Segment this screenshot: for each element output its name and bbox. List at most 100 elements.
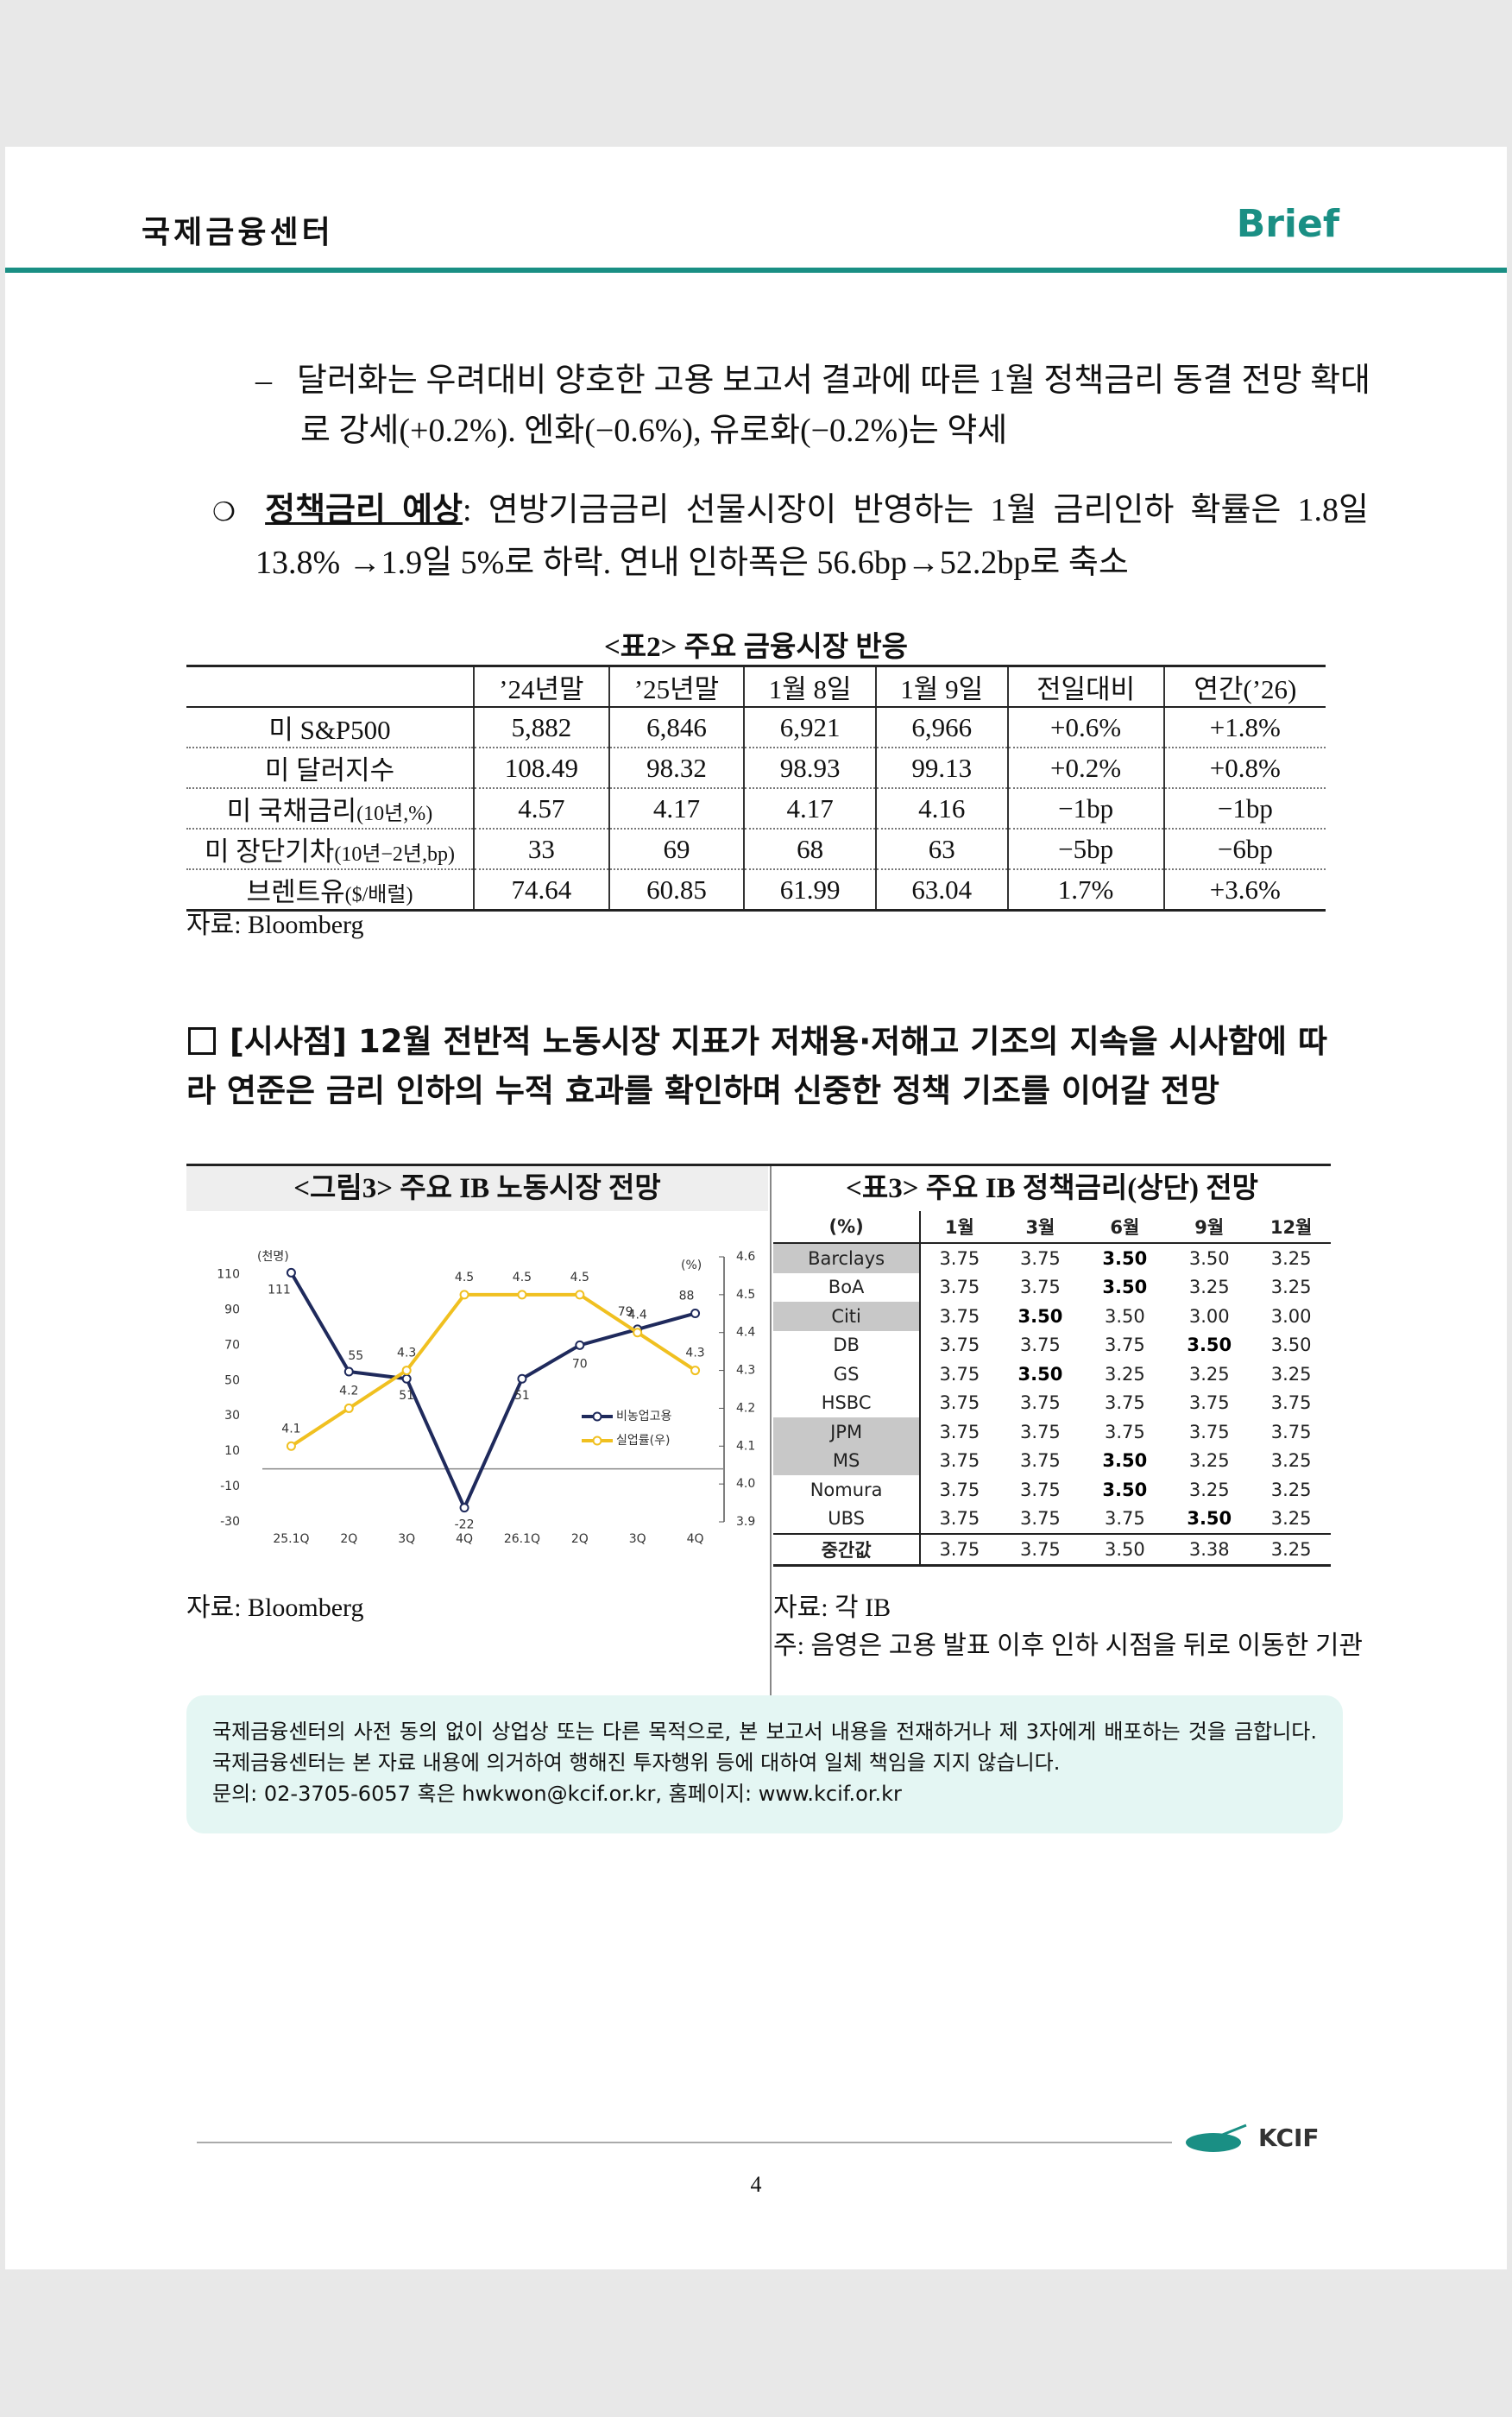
data-label: 4.3 [397,1347,416,1360]
row-label: 미 장단기차 [204,836,335,867]
data-point [286,1441,296,1451]
row-label: JPM [773,1417,922,1447]
cell: 3.75 [1020,1421,1061,1442]
y-tick-label: 70 [224,1338,240,1352]
row-label: HSBC [773,1388,922,1417]
table3-source: 자료: 각 IB [773,1593,891,1622]
cell: 3.00 [1188,1305,1230,1327]
cell: 3.50 [1102,1277,1148,1298]
cell: 1.7% [1006,869,1164,912]
table-row: HSBC 3.75 3.75 3.75 3.75 3.75 [773,1388,1331,1417]
chart-source: 자료: Bloomberg [186,1593,364,1622]
paper: 국제금융센터 Brief – 달러화는 우려대비 양호한 고용 보고서 결과에 … [5,147,1507,2269]
median-row: 중간값 3.75 3.75 3.50 3.38 3.25 [773,1533,1331,1567]
y2-tick-label: 4.1 [736,1439,755,1453]
cell: 3.50 [1102,1247,1148,1269]
series-line [290,1292,696,1448]
cell: 3.50 [1187,1335,1232,1356]
table-row: UBS 3.75 3.75 3.75 3.50 3.25 [773,1504,1331,1534]
cell: 3.75 [1020,1508,1061,1530]
cell: 63 [874,829,1008,870]
data-label: 70 [572,1357,588,1371]
cell: 6,921 [743,707,876,748]
chart: -30 -10 10 30 50 70 90 110 3.9 4.0 4.1 4.2 4.3 4.4 4.5… [217,1250,755,1546]
table2-title: <표2> 주요 금융시장 반응 [603,632,909,663]
row-label-cell: 미 달러지수 [186,748,474,789]
y2-axis-label: (%) [681,1259,702,1272]
table3-title: <표3> 주요 IB 정책금리(상단) 전망 [846,1173,1258,1204]
bullet-item: ❍ 정책금리 예상: 연방기금금리 선물시장이 반영하는 1월 금리인하 확률은… [212,485,1369,588]
y-tick-label: -10 [220,1480,240,1493]
column-header: 1월 [920,1211,999,1244]
data-point [690,1366,701,1376]
x-tick-label: 2Q [340,1532,357,1546]
table-row: 미 달러지수 108.49 98.32 98.93 99.13 +0.2% +0.8% [186,748,1326,789]
cell: 3.75 [1020,1450,1061,1472]
legend-marker [592,1411,602,1422]
legend-label: 실업률(우) [616,1434,670,1448]
table-row: 미 국채금리(10년,%) 4.57 4.17 4.17 4.16 −1bp −1bp [186,788,1326,830]
cell: 68 [743,829,876,870]
column-header: 3월 [998,1211,1083,1244]
cell: 69 [608,829,745,870]
bullet-text: : 연방기금금리 선물시장이 반영하는 1월 금리인하 확률은 1.8일 13.… [255,492,1369,581]
cell: 108.49 [473,748,609,789]
cell: 6,846 [608,707,745,748]
column-header: 9월 [1167,1211,1252,1244]
cell: 74.64 [473,869,609,912]
cell: 3.75 [1020,1392,1061,1414]
row-label-cell: 미 국채금리(10년,%) [186,788,474,830]
y2-tick-label: 3.9 [736,1515,755,1529]
cell: 3.75 [1270,1421,1312,1442]
cell: +0.8% [1162,748,1326,789]
cell: 3.75 [939,1508,980,1530]
column-header: 12월 [1251,1211,1331,1244]
table-row: Nomura 3.75 3.75 3.50 3.25 3.25 [773,1475,1331,1505]
table-row: DB 3.75 3.75 3.75 3.50 3.50 [773,1330,1331,1360]
row-label: DB [773,1330,922,1360]
data-point [690,1308,701,1318]
table-row: MS 3.75 3.75 3.50 3.25 3.25 [773,1446,1331,1475]
row-label: BoA [773,1272,922,1302]
y2-tick-label: 4.0 [736,1477,755,1491]
cell: 3.75 [939,1363,980,1385]
section-marker [188,1027,216,1055]
row-label: UBS [773,1504,922,1534]
row-label: GS [773,1360,922,1389]
cell: 3.50 [1102,1450,1148,1472]
cell: 3.25 [1251,1533,1331,1567]
cell: 61.99 [743,869,876,912]
figure-divider [770,1166,772,1727]
cell: 3.50 [1082,1533,1168,1567]
y2-tick-label: 4.6 [736,1250,755,1264]
cell: 3.50 [1188,1247,1230,1269]
column-header: 1월 8일 [743,665,876,708]
cell: 3.00 [1270,1305,1312,1327]
page-number: 4 [750,2172,762,2197]
table-row: JPM 3.75 3.75 3.75 3.75 3.75 [773,1417,1331,1447]
cell: 4.17 [608,788,745,830]
data-point [517,1290,527,1300]
data-label: -22 [455,1518,475,1532]
data-label: 88 [679,1289,695,1303]
dash: – [255,363,297,399]
y2-tick-label: 4.2 [736,1401,755,1415]
column-header: (%) [773,1211,922,1244]
cell: 3.50 [1104,1305,1145,1327]
column-header: 6월 [1082,1211,1168,1244]
notice-line: 국제금융센터의 사전 동의 없이 상업상 또는 다른 목적으로, 본 보고서 내… [212,1720,1317,1775]
data-point [459,1290,469,1300]
cell: 3.75 [1020,1479,1061,1500]
x-tick-label: 4Q [456,1532,473,1546]
x-tick-label: 4Q [687,1532,704,1546]
data-label: 55 [348,1349,363,1363]
row-unit: ($/배럴) [344,884,413,906]
column-header: ’25년말 [608,665,745,708]
legend-marker [592,1436,602,1446]
cell: 98.93 [743,748,876,789]
y-tick-label: 30 [224,1409,240,1423]
cell: 3.75 [1104,1508,1145,1530]
cell: −1bp [1006,788,1164,830]
table-row: BoA 3.75 3.75 3.50 3.25 3.25 [773,1272,1331,1302]
footer-logo-mark [1186,2124,1247,2152]
